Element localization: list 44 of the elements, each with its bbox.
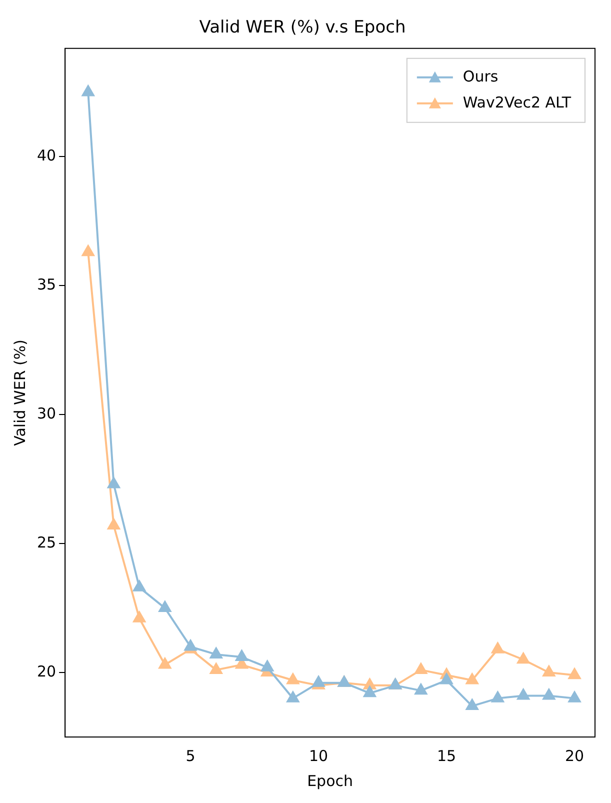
y-tick-label: 30 (36, 404, 56, 423)
point (261, 660, 274, 672)
point (312, 676, 325, 687)
legend-label: Wav2Vec2 ALT (462, 93, 572, 112)
point (414, 662, 428, 674)
point (236, 650, 248, 662)
x-tick-label: 15 (436, 746, 456, 765)
point (542, 666, 556, 677)
y-axis-title: Valid WER (%) (10, 340, 29, 446)
y-tick-label: 25 (36, 533, 56, 552)
point (210, 662, 222, 674)
point (466, 673, 478, 684)
point (82, 245, 94, 256)
point (440, 673, 453, 684)
point (568, 668, 581, 680)
point (414, 684, 428, 695)
point (286, 691, 300, 702)
point (492, 642, 504, 654)
point (133, 580, 146, 592)
x-axis-title: Epoch (307, 772, 354, 790)
x-tick-label: 10 (308, 746, 328, 765)
point (108, 477, 120, 488)
point (568, 691, 581, 702)
point (542, 688, 556, 700)
point (158, 601, 172, 612)
chart-title: Valid WER (%) v.s Epoch (199, 18, 406, 38)
point (158, 658, 172, 669)
point (364, 686, 376, 698)
point (466, 699, 478, 710)
x-tick-label: 5 (186, 746, 196, 765)
point (82, 85, 94, 96)
point (210, 647, 222, 658)
point (133, 611, 146, 622)
y-tick-label: 35 (36, 276, 56, 294)
x-tick-label: 20 (564, 746, 584, 765)
point (108, 518, 120, 530)
point (184, 640, 197, 651)
point (492, 691, 504, 702)
point (286, 673, 300, 684)
point (517, 652, 530, 664)
legend-label: Ours (462, 67, 498, 86)
y-tick-label: 20 (36, 662, 56, 680)
y-tick-label: 40 (36, 146, 56, 165)
point (517, 688, 530, 700)
